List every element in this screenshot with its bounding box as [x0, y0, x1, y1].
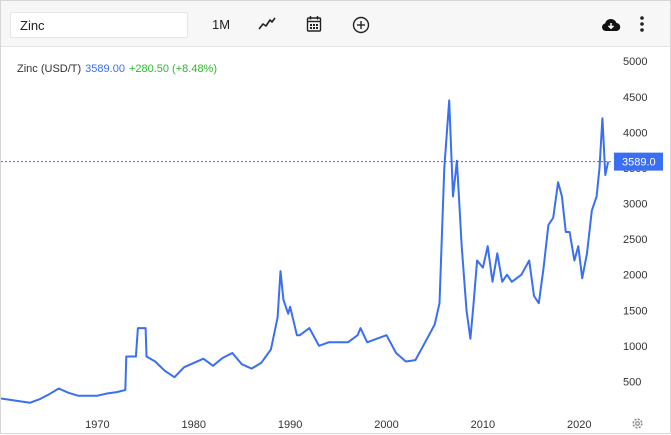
series: [1, 99, 610, 404]
x-axis: 1970 1980 1990 2000 2010 2020: [85, 419, 591, 431]
y-tick-label: 1000: [623, 341, 647, 353]
y-tick-label: 1500: [623, 305, 647, 317]
settings-gear-icon[interactable]: [631, 417, 644, 430]
interval-button[interactable]: 1M: [212, 17, 231, 32]
add-circle-icon[interactable]: [352, 16, 370, 38]
price-tag: [614, 152, 663, 171]
y-tick-label: 3000: [623, 199, 647, 211]
price-tag-label: 3589.0: [622, 157, 656, 169]
chart-area[interactable]: Zinc (USD/T) 3589.00 +280.50 (+8.48%) 500 1…: [1, 47, 670, 434]
y-tick-label: 5000: [623, 56, 647, 68]
price-indicator: 3589.0: [1, 152, 663, 171]
y-tick-label: 4500: [623, 92, 647, 104]
x-tick-label: 2000: [374, 419, 398, 431]
legend: Zinc (USD/T) 3589.00 +280.50 (+8.48%): [17, 63, 217, 75]
x-tick-label: 2010: [471, 419, 495, 431]
line-chart-icon[interactable]: [258, 16, 276, 38]
download-cloud-icon[interactable]: [601, 17, 621, 39]
x-tick-label: 2020: [567, 419, 591, 431]
legend-price: 3589.00: [85, 63, 125, 75]
legend-change: +280.50 (+8.48%): [128, 63, 218, 75]
more-vertical-icon[interactable]: [639, 15, 645, 37]
x-tick-label: 1980: [182, 419, 206, 431]
x-tick-label: 1990: [278, 419, 302, 431]
legend-symbol: Zinc (USD/T): [17, 63, 82, 75]
line-chart: 500100015002000250030003500400045005000 …: [1, 56, 663, 431]
y-tick-label: 4000: [623, 127, 647, 139]
x-tick-label: 1970: [85, 419, 109, 431]
toolbar: Zinc 1M: [1, 1, 670, 47]
calendar-icon[interactable]: [306, 15, 322, 37]
y-tick-label: 2500: [623, 234, 647, 246]
y-tick-label: 2000: [623, 270, 647, 282]
y-tick-label: 500: [623, 376, 641, 388]
search-input[interactable]: Zinc: [10, 12, 188, 38]
y-axis: 500100015002000250030003500400045005000: [623, 56, 647, 388]
series-line: [1, 99, 610, 404]
